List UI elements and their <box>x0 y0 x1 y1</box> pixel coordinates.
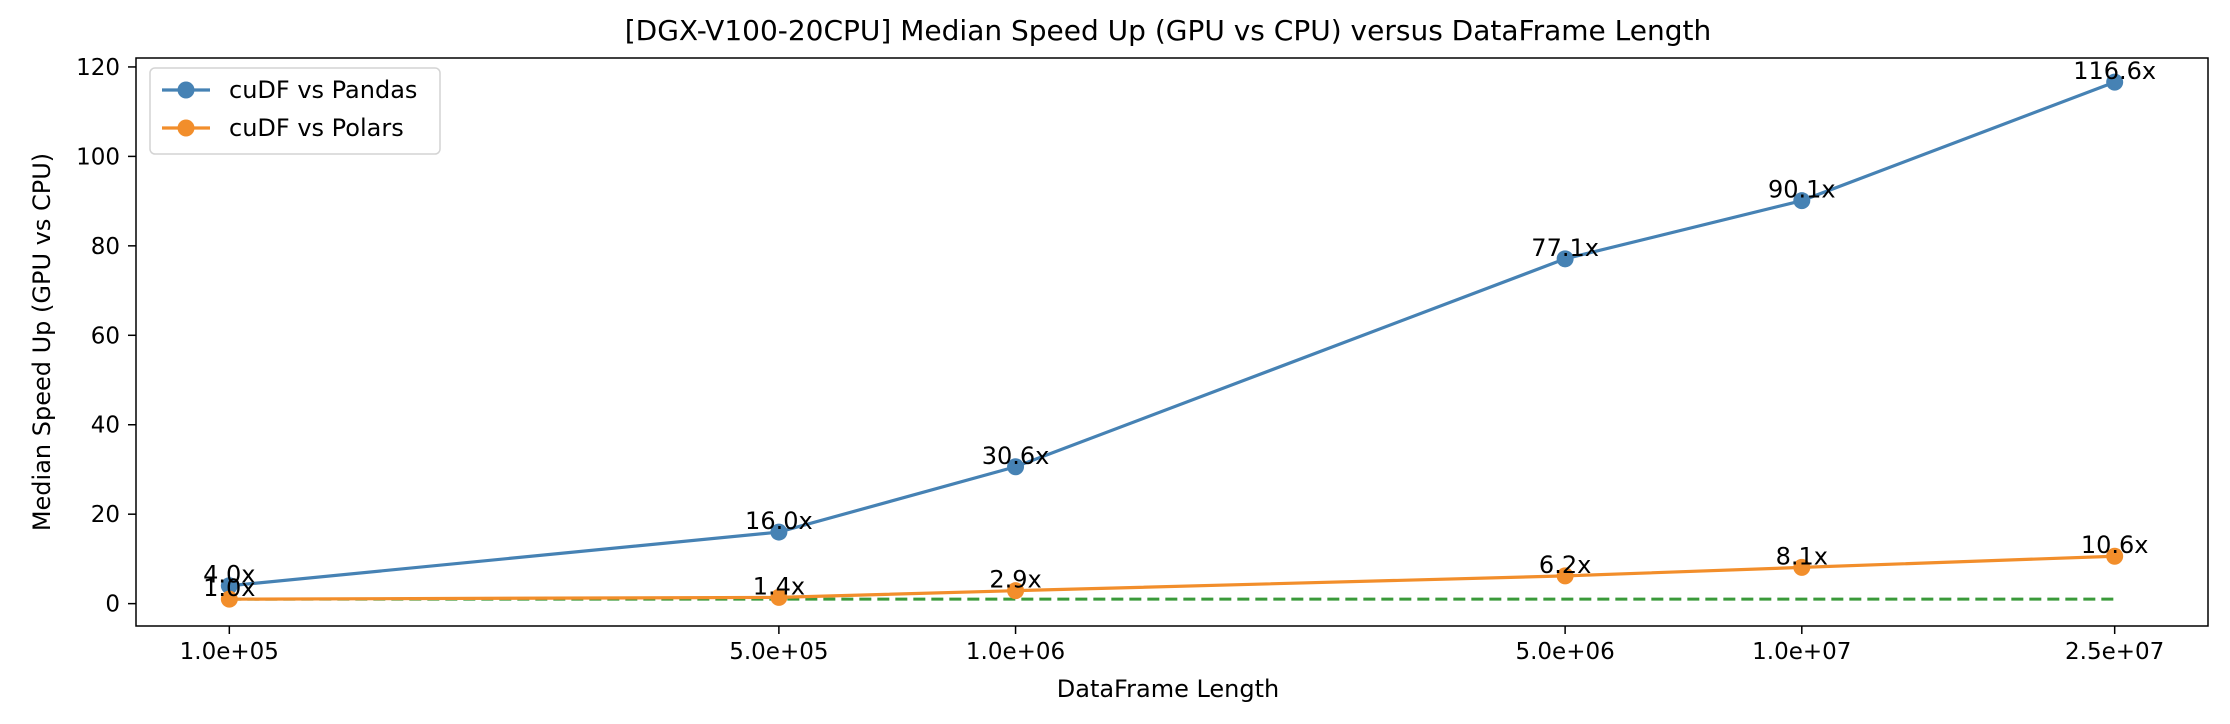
series-layer <box>220 73 2124 608</box>
data-point <box>2106 73 2124 91</box>
data-point <box>1793 192 1811 210</box>
data-point <box>2106 547 2124 565</box>
x-tick-label: 5.0e+06 <box>1515 639 1614 665</box>
legend-box <box>149 67 441 155</box>
data-label: 30.6x <box>982 442 1050 470</box>
data-point <box>1556 567 1574 585</box>
data-label: 10.6x <box>2081 531 2149 559</box>
data-point <box>220 577 238 595</box>
y-tick-label: 0 <box>105 592 120 618</box>
y-tick-label: 120 <box>76 55 120 81</box>
data-point <box>1007 582 1025 600</box>
data-label: 1.4x <box>753 572 805 600</box>
legend-label-0: cuDF vs Pandas <box>229 76 417 104</box>
y-tick-label: 20 <box>91 502 120 528</box>
y-axis: 0 20 40 60 80 100 120 <box>76 55 136 618</box>
legend-marker-1 <box>177 119 195 137</box>
y-tick-label: 40 <box>91 413 120 439</box>
data-point <box>1007 458 1025 476</box>
data-label: 1.0x <box>203 574 255 602</box>
plot-frame <box>135 57 2209 627</box>
x-tick-label: 5.0e+05 <box>729 639 828 665</box>
data-label: 8.1x <box>1776 542 1828 570</box>
plot-area <box>135 57 2209 627</box>
series-line-0 <box>229 80 2116 588</box>
y-tick-label: 80 <box>91 234 120 260</box>
legend-marker-0 <box>177 81 195 99</box>
legend: cuDF vs Pandas cuDF vs Polars <box>149 67 441 155</box>
x-tick-label: 1.0e+05 <box>180 639 279 665</box>
data-label: 77.1x <box>1531 234 1599 262</box>
data-point <box>770 523 788 541</box>
legend-label-1: cuDF vs Polars <box>229 114 404 142</box>
x-tick-label: 1.0e+07 <box>1752 639 1851 665</box>
data-label-layer: 4.0x 16.0x 30.6x 77.1x 90.1x 116.6x 1.0x 1.4x 2.… <box>203 57 2156 602</box>
y-tick-label: 60 <box>91 323 120 349</box>
data-label: 90.1x <box>1768 176 1836 204</box>
data-label: 16.0x <box>745 507 813 535</box>
data-point <box>770 588 788 606</box>
data-label: 2.9x <box>989 566 1041 594</box>
data-label: 6.2x <box>1539 551 1591 579</box>
y-axis-title: Median Speed Up (GPU vs CPU) <box>28 153 56 531</box>
x-tick-label: 1.0e+06 <box>966 639 1065 665</box>
x-tick-label: 2.5e+07 <box>2065 639 2164 665</box>
data-point <box>220 590 238 608</box>
y-tick-label: 100 <box>76 144 120 170</box>
x-axis-title: DataFrame Length <box>1057 675 1280 703</box>
data-point <box>1556 250 1574 268</box>
data-label: 4.0x <box>203 561 255 589</box>
data-label: 116.6x <box>2073 57 2156 85</box>
chart-title: [DGX-V100-20CPU] Median Speed Up (GPU vs… <box>625 14 1712 47</box>
series-line-1 <box>229 554 2115 601</box>
data-point <box>1793 558 1811 576</box>
x-axis: 1.0e+05 5.0e+05 1.0e+06 5.0e+06 1.0e+07 2.5e+… <box>180 626 2164 665</box>
